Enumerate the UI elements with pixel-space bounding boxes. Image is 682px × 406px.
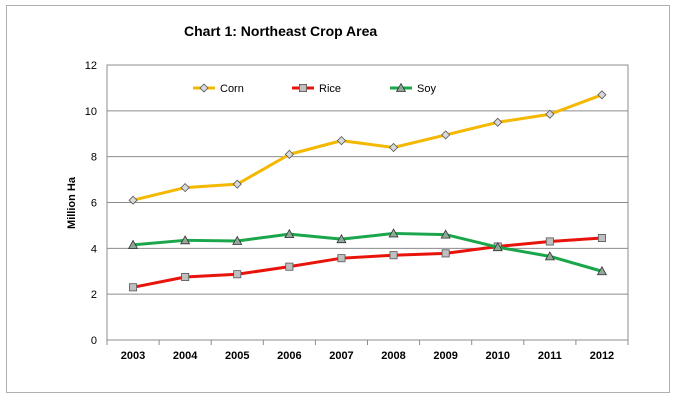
data-point-soy [232, 235, 243, 245]
x-tick-label: 2012 [590, 350, 614, 362]
data-point-corn [545, 109, 555, 119]
chart-title: Chart 1: Northeast Crop Area [184, 23, 377, 39]
data-point-soy [284, 228, 295, 239]
y-tick-label: 6 [91, 198, 97, 210]
x-tick-label: 2007 [329, 350, 353, 362]
series-line-soy [132, 231, 603, 273]
data-point-corn [180, 183, 190, 193]
data-point-rice [545, 237, 554, 246]
data-point-rice [181, 272, 190, 281]
data-point-corn [441, 130, 451, 140]
data-point-soy [492, 241, 503, 252]
legend-item-soy: Soy [390, 82, 436, 95]
axes: 0 2 4 6 8 10 12 2003 2004 2005 2006 2007 2008 2009 201… [85, 60, 629, 362]
series-lines [127, 90, 608, 292]
legend-label: Rice [319, 83, 341, 95]
data-point-corn [128, 195, 138, 205]
data-point-corn [336, 136, 347, 146]
data-point-soy [336, 233, 347, 244]
data-point-soy [596, 266, 608, 276]
legend-item-rice: Rice [292, 83, 341, 95]
x-tick-label: 2008 [381, 350, 405, 362]
legend: Corn Rice Soy [193, 82, 436, 95]
x-tick-label: 2004 [173, 350, 198, 362]
legend-marker [298, 84, 307, 93]
legend-marker [395, 82, 407, 92]
data-point-rice [441, 249, 450, 258]
data-point-rice [597, 234, 606, 243]
legend-item-corn: Corn [193, 83, 244, 95]
series-line-corn [132, 93, 603, 202]
x-tick-label: 2009 [433, 350, 457, 362]
series-line-rice [132, 236, 603, 289]
data-point-soy [388, 228, 399, 238]
legend-marker [199, 83, 209, 93]
series-soy [127, 228, 608, 276]
data-point-soy [440, 229, 451, 239]
y-tick-label: 12 [85, 60, 97, 72]
y-tick-label: 2 [91, 289, 97, 301]
x-tick-label: 2006 [277, 350, 301, 362]
data-point-soy [180, 235, 191, 245]
x-tick-label: 2005 [225, 350, 249, 362]
y-tick-label: 4 [91, 243, 97, 255]
x-tick-label: 2010 [486, 350, 510, 362]
data-point-rice [233, 270, 242, 279]
legend-label: Soy [417, 83, 436, 95]
series-rice [129, 234, 606, 292]
x-tick-label: 2003 [121, 350, 145, 362]
data-point-rice [285, 262, 294, 271]
data-point-corn [284, 149, 294, 159]
data-point-corn [388, 142, 399, 153]
y-tick-label: 0 [91, 335, 97, 347]
y-tick-label: 8 [91, 152, 97, 164]
data-point-soy [544, 251, 555, 261]
data-point-corn [493, 117, 503, 127]
data-point-corn [232, 179, 242, 189]
series-corn [128, 90, 607, 205]
y-axis-title: Million Ha [66, 176, 78, 229]
x-tick-label: 2011 [538, 350, 562, 362]
data-point-rice [337, 254, 346, 263]
y-tick-label: 10 [85, 106, 97, 118]
data-point-rice [129, 283, 138, 292]
data-point-soy [127, 239, 139, 249]
chart-frame [6, 5, 670, 393]
data-point-corn [597, 90, 607, 100]
legend-label: Corn [220, 83, 244, 95]
data-point-rice [389, 251, 398, 260]
